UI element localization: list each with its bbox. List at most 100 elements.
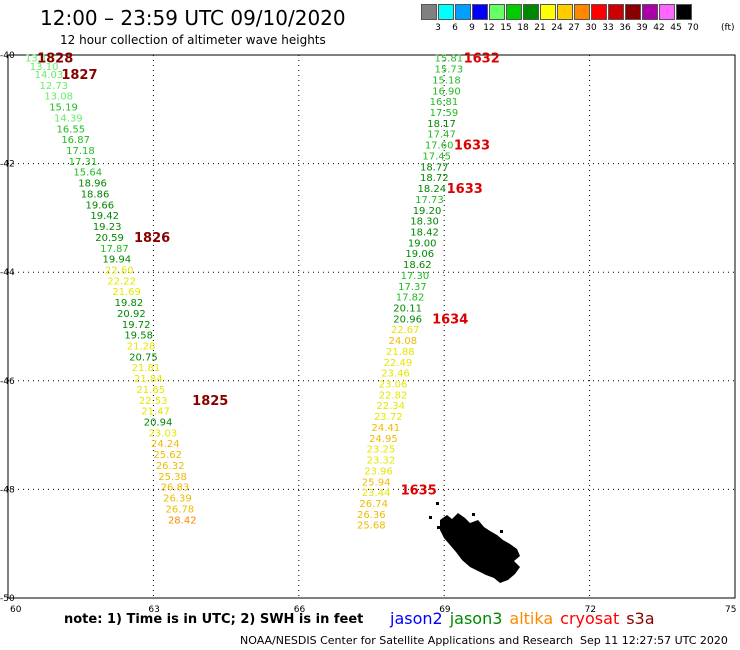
colorbar-swatch — [438, 4, 454, 20]
swh-value-label: 20.94 — [144, 418, 173, 429]
swh-value-label: 12.73 — [40, 81, 69, 92]
map-frame — [7, 54, 736, 599]
lat-tick-label: -48 — [0, 485, 15, 495]
swh-value-label: 26.39 — [163, 494, 192, 505]
pass-time-label: 1633 — [447, 182, 483, 197]
swh-value-label: 19.72 — [122, 320, 151, 331]
legend-item-jason2: jason2 — [390, 609, 443, 628]
swh-value-label: 24.08 — [388, 336, 417, 347]
swh-value-label: 21.28 — [127, 342, 156, 353]
swh-value-label: 17.73 — [415, 195, 444, 206]
colorbar-label: 27 — [568, 23, 580, 33]
lat-tick-label: -40 — [0, 51, 15, 61]
swh-value-label: 21.88 — [386, 347, 415, 358]
swh-value-label: 22.34 — [376, 401, 405, 412]
colorbar-label: 3 — [435, 23, 441, 33]
swh-value-label: 13.18 — [25, 54, 54, 65]
swh-value-label: 25.68 — [357, 521, 386, 532]
swh-value-label: 15.19 — [49, 103, 78, 114]
swh-value-label: 17.82 — [396, 293, 425, 304]
footer-credit: NOAA/NESDIS Center for Satellite Applica… — [240, 634, 574, 647]
colorbar-swatch — [472, 4, 488, 20]
lon-tick-label: 69 — [439, 605, 451, 615]
pass-time-label: 1634 — [432, 312, 468, 327]
colorbar-label: 45 — [670, 23, 682, 33]
colorbar-label: 21 — [534, 23, 546, 33]
lon-tick-label: 75 — [725, 605, 736, 615]
lon-tick-label: 60 — [10, 605, 22, 615]
swh-value-label: 19.42 — [90, 211, 119, 222]
swh-value-label: 18.72 — [420, 173, 449, 184]
lon-tick-label: 72 — [585, 605, 596, 615]
lat-tick-label: -46 — [0, 377, 15, 387]
swh-value-label: 19.94 — [103, 255, 132, 266]
swh-value-label: 28.42 — [168, 515, 197, 526]
swh-value-label: 18.96 — [78, 179, 107, 190]
swh-value-label: 21.69 — [112, 287, 141, 298]
swh-value-label: 20.92 — [117, 309, 146, 320]
swh-value-label: 23.32 — [367, 456, 396, 467]
colorbar-label: 9 — [469, 23, 475, 33]
swh-value-label: 17.87 — [100, 244, 129, 255]
swh-value-label: 18.86 — [81, 189, 110, 200]
colorbar-label: 33 — [602, 23, 614, 33]
swh-value-label: 20.11 — [393, 303, 422, 314]
note-text: note: 1) Time is in UTC; 2) SWH is in fe… — [64, 612, 364, 627]
swh-value-label: 24.41 — [372, 423, 401, 434]
swh-value-label: 26.32 — [156, 461, 185, 472]
swh-value-label: 17.30 — [401, 271, 430, 282]
colorbar-label: 39 — [636, 23, 648, 33]
page-title: 12:00 – 23:59 UTC 09/10/2020 — [40, 6, 346, 30]
swh-value-label: 22.67 — [391, 325, 420, 336]
swh-value-label: 22.49 — [384, 358, 413, 369]
pass-time-label: 1826 — [134, 231, 170, 246]
swh-value-label: 19.66 — [86, 200, 115, 211]
colorbar-swatch — [523, 4, 539, 20]
swh-value-label: 25.62 — [153, 450, 182, 461]
swh-value-label: 14.03 — [35, 70, 64, 81]
colorbar-swatch — [608, 4, 624, 20]
colorbar-swatch — [506, 4, 522, 20]
swh-value-label: 22.82 — [379, 390, 408, 401]
swh-value-label: 17.59 — [430, 108, 459, 119]
colorbar-swatch — [676, 4, 692, 20]
swh-value-label: 18.42 — [410, 227, 439, 238]
pass-time-label: 1827 — [61, 68, 97, 83]
swh-value-label: 26.74 — [359, 499, 388, 510]
swh-value-label: 15.73 — [435, 65, 464, 76]
page-subtitle: 12 hour collection of altimeter wave hei… — [60, 33, 326, 47]
swh-value-label: 16.87 — [61, 135, 90, 146]
swh-value-label: 19.82 — [115, 298, 144, 309]
swh-value-label: 16.81 — [430, 97, 459, 108]
colorbar-label: 70 — [687, 23, 699, 33]
swh-value-label: 15.81 — [435, 54, 464, 65]
swh-value-label: 13.08 — [44, 92, 73, 103]
island-main — [440, 513, 520, 583]
swh-value-label: 21.65 — [136, 385, 165, 396]
colorbar-label: 18 — [517, 23, 529, 33]
colorbar-swatch — [574, 4, 590, 20]
lon-tick-label: 66 — [294, 605, 306, 615]
colorbar-swatch — [625, 4, 641, 20]
island-small-3 — [437, 526, 440, 529]
swh-value-label: 17.60 — [425, 141, 454, 152]
island-small-1 — [436, 502, 439, 505]
swh-value-label: 24.24 — [151, 439, 180, 450]
colorbar-swatch — [455, 4, 471, 20]
swh-value-label: 16.55 — [56, 124, 85, 135]
pass-time-label: 1635 — [401, 483, 437, 498]
colorbar-swatch — [642, 4, 658, 20]
map-grid — [8, 55, 735, 598]
swh-value-label: 18.17 — [427, 119, 456, 130]
swh-value-label: 15.64 — [73, 168, 102, 179]
swh-value-label: 25.38 — [158, 472, 187, 483]
swh-value-label: 17.31 — [69, 157, 98, 168]
colorbar-swatch — [557, 4, 573, 20]
legend-item-jason3: jason3 — [449, 609, 503, 628]
colorbar-swatch — [489, 4, 505, 20]
swh-value-label: 17.18 — [66, 146, 95, 157]
pass-time-label: 1828 — [37, 52, 73, 67]
kerguelen-islands — [429, 502, 520, 583]
swh-value-label: 21.47 — [141, 407, 170, 418]
